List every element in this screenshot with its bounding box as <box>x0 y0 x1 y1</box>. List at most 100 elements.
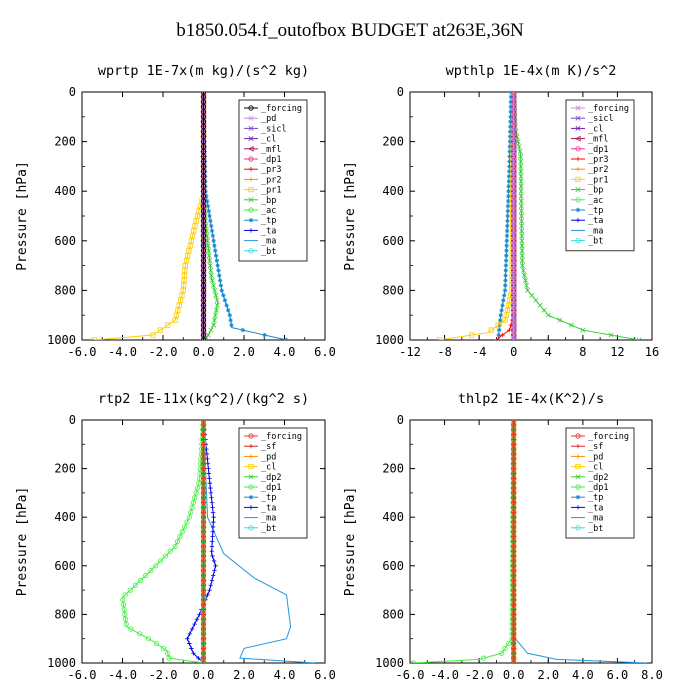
x-tick-label: 4 <box>545 345 552 359</box>
series-marker-dp1 <box>122 592 128 598</box>
series-marker-ta <box>192 621 197 627</box>
series-marker-forcing <box>200 451 207 457</box>
series-marker-forcing <box>200 475 207 481</box>
series-marker-forcing <box>511 134 517 140</box>
series-marker-forcing <box>200 563 207 569</box>
series-marker-dp1 <box>148 568 154 574</box>
legend-label: _ta <box>261 503 276 513</box>
legend-marker <box>575 525 581 531</box>
x-tick-label: 6.0 <box>607 668 629 682</box>
y-tick-label: 800 <box>54 607 76 621</box>
series-marker-bp <box>568 322 574 328</box>
series-marker-forcing <box>511 173 517 179</box>
series-marker-pr1 <box>191 228 197 234</box>
series-marker-forcing <box>511 475 517 481</box>
series-marker-forcing <box>200 158 207 165</box>
series-marker-tp <box>204 193 209 199</box>
legend-label: _ma <box>261 514 276 524</box>
series-marker-pr1 <box>183 258 190 264</box>
legend-label: _dp2 <box>261 473 281 483</box>
series-marker-dp1 <box>121 606 127 613</box>
series-marker-bp <box>210 282 216 288</box>
series-marker-forcing <box>200 262 207 269</box>
series-marker-pr1 <box>181 277 187 284</box>
series-marker-bp <box>212 312 218 318</box>
series-marker-dp1 <box>157 558 164 564</box>
series-marker-forcing <box>200 297 207 303</box>
x-tick-label: -4.0 <box>108 668 137 682</box>
series-marker-bp <box>519 223 525 229</box>
series-marker-tp <box>205 203 211 209</box>
legend-marker <box>575 167 581 172</box>
series-marker-dp1 <box>190 500 196 506</box>
panel-rtp2: rtp2 1E-11x(kg^2)/(kg^2 s) Pressure [hPa]… <box>15 391 336 682</box>
legend-label: _dp1 <box>588 483 608 493</box>
series-marker-tp <box>503 283 508 288</box>
series-marker-dp1 <box>179 529 185 535</box>
legend-marker <box>248 186 254 193</box>
series-marker-forcing <box>200 218 207 224</box>
series-marker-dp1 <box>188 509 194 515</box>
y-tick-label: 600 <box>54 234 76 248</box>
legend-marker <box>575 505 581 510</box>
series-marker-forcing <box>511 337 517 340</box>
series-marker-pr1 <box>186 248 192 254</box>
series-marker-bp <box>522 277 528 283</box>
series-marker-forcing <box>511 538 517 545</box>
series-marker-tp <box>229 322 234 328</box>
series-marker-forcing <box>200 114 207 120</box>
legend-label: _pd <box>261 114 276 124</box>
series-marker-tp <box>204 198 210 204</box>
series-marker-ta <box>189 626 195 632</box>
series-marker-forcing <box>511 183 517 189</box>
series-marker-forcing <box>200 538 207 545</box>
series-marker-forcing <box>511 597 517 603</box>
series-marker-bp <box>211 322 217 328</box>
series-marker-ta <box>194 617 200 622</box>
series-marker-forcing <box>511 446 517 452</box>
series-marker-dp1 <box>499 650 505 656</box>
series-marker-forcing <box>200 134 207 140</box>
series-marker-dp1 <box>502 645 508 652</box>
series-marker-forcing <box>200 427 207 433</box>
series-marker-ta <box>209 500 215 505</box>
legend-marker <box>575 218 581 223</box>
series-marker-ta <box>207 587 212 593</box>
series-marker-forcing <box>200 490 207 496</box>
series-marker-forcing <box>511 208 517 214</box>
series-marker-forcing <box>200 109 207 115</box>
legend-marker <box>248 207 254 213</box>
series-marker-bp <box>519 248 525 254</box>
series-marker-forcing <box>511 524 517 530</box>
series-marker-pr1 <box>188 238 194 244</box>
series-marker-forcing <box>511 636 517 642</box>
series-marker-dp1 <box>123 621 129 627</box>
series-marker-forcing <box>511 178 517 184</box>
series-marker-pr1 <box>503 312 509 318</box>
legend-label: _tp <box>261 493 276 503</box>
series-marker-forcing <box>511 616 517 622</box>
x-tick-label: 8.0 <box>641 668 663 682</box>
series-marker-tp <box>507 164 512 169</box>
series-marker-forcing <box>200 287 207 293</box>
series-marker-dp1 <box>194 485 201 491</box>
series-marker-forcing <box>200 465 207 472</box>
series-marker-tp <box>213 248 218 253</box>
series-marker-forcing <box>200 124 207 130</box>
series-marker-forcing <box>200 597 207 603</box>
series-marker-forcing <box>200 422 207 428</box>
series-marker-forcing <box>200 322 207 328</box>
series-marker-tp <box>262 332 267 338</box>
series-marker-tp <box>505 203 511 209</box>
series-marker-forcing <box>511 92 517 95</box>
series-marker-forcing <box>200 420 207 423</box>
series-marker-tp <box>508 124 513 129</box>
series-marker-pr1 <box>172 317 178 323</box>
series-marker-tp <box>209 228 215 234</box>
y-axis-label: Pressure [hPa] <box>15 487 30 597</box>
series-marker-tp <box>505 218 510 224</box>
series-marker-forcing <box>200 558 207 564</box>
legend-marker <box>248 156 254 162</box>
legend-label: _cl <box>261 135 276 145</box>
series-marker-tp <box>222 298 228 303</box>
